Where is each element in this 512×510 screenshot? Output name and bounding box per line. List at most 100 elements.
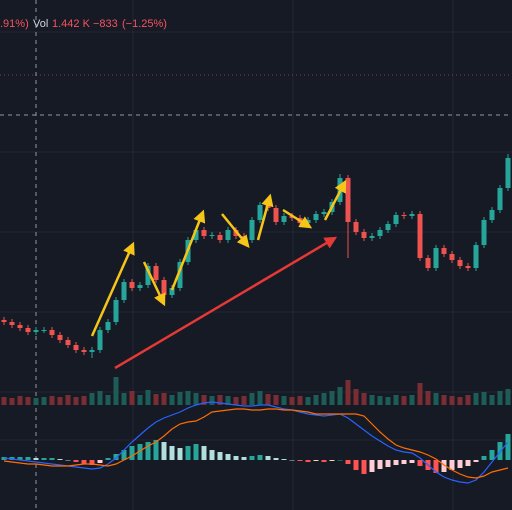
candle-body xyxy=(457,260,463,266)
candle-body xyxy=(121,282,127,300)
volume-bar xyxy=(9,398,15,405)
histogram-bar xyxy=(497,442,503,460)
histogram-bar xyxy=(353,460,359,470)
histogram-bar xyxy=(17,457,23,460)
candle-body xyxy=(369,236,375,238)
arrow xyxy=(170,209,206,291)
candle-body xyxy=(105,322,111,330)
status-text: (−1.25%) xyxy=(122,18,167,30)
histogram-bar xyxy=(369,460,375,472)
volume-bar xyxy=(329,391,335,405)
histogram-bar xyxy=(49,458,55,460)
volume-bar xyxy=(321,393,327,405)
candle-body xyxy=(465,266,471,268)
histogram-bar xyxy=(289,460,295,461)
volume-bar xyxy=(193,393,199,405)
volume-bar xyxy=(273,395,279,405)
candle-body xyxy=(321,212,327,214)
volume-bar xyxy=(441,395,447,405)
histogram-bar xyxy=(137,444,143,460)
histogram-bar xyxy=(209,450,215,460)
candle-body xyxy=(41,330,47,331)
histogram-bar xyxy=(145,442,151,460)
volume-bar xyxy=(449,396,455,405)
volume-bar xyxy=(497,391,503,405)
arrow xyxy=(221,213,250,248)
candle-body xyxy=(169,288,175,295)
candle-body xyxy=(489,210,495,220)
histogram-bar xyxy=(393,460,399,465)
status-line: .91%) Vol 1.442 K −833 (−1.25%) xyxy=(0,18,167,30)
volume-bar xyxy=(129,391,135,405)
candle-body xyxy=(81,350,87,352)
macd-line xyxy=(3,401,509,484)
histogram-bar xyxy=(441,460,447,472)
plot xyxy=(1,154,511,484)
candle-body xyxy=(409,214,415,216)
histogram-bar xyxy=(153,440,159,460)
candle-body xyxy=(1,320,7,322)
volume-bar xyxy=(369,395,375,405)
candle-body xyxy=(217,235,223,240)
volume-bar xyxy=(465,395,471,405)
candle-body xyxy=(257,205,263,220)
candle-body xyxy=(449,254,455,260)
histogram-bar xyxy=(305,460,311,462)
candle-body xyxy=(441,248,447,254)
histogram-bar xyxy=(409,460,415,463)
histogram-bar xyxy=(273,458,279,460)
volume-bar xyxy=(225,396,231,405)
candle-body xyxy=(401,215,407,216)
histogram-bar xyxy=(41,458,47,460)
histogram-bar xyxy=(249,456,255,460)
volume-bar xyxy=(73,397,79,405)
histogram-bar xyxy=(97,460,103,463)
arrow xyxy=(282,208,313,229)
histogram-bar xyxy=(241,457,247,460)
candle-body xyxy=(17,325,23,328)
histogram-bar xyxy=(105,458,111,460)
histogram-bar xyxy=(193,444,199,460)
candle-body xyxy=(89,350,95,352)
volume-bar xyxy=(89,393,95,405)
volume-bar xyxy=(385,397,391,405)
candle-body xyxy=(9,322,15,325)
histogram-bar xyxy=(401,460,407,464)
histogram-bar xyxy=(473,460,479,462)
volume-bar xyxy=(217,395,223,405)
histogram-bar xyxy=(33,458,39,460)
volume-bar xyxy=(337,387,343,405)
volume-bar xyxy=(401,396,407,405)
candle-body xyxy=(473,245,479,268)
histogram-bar xyxy=(177,448,183,460)
candle-body xyxy=(225,230,231,240)
volume-bar xyxy=(17,396,23,405)
volume-bar xyxy=(161,393,167,405)
volume-bar xyxy=(177,392,183,405)
histogram-bar xyxy=(217,452,223,460)
volume-bar xyxy=(457,397,463,405)
volume-bar xyxy=(257,391,263,405)
volume-bar xyxy=(361,393,367,405)
volume-bar xyxy=(233,397,239,405)
candle-body xyxy=(201,230,207,236)
histogram-bar xyxy=(201,446,207,460)
arrow xyxy=(114,236,338,370)
histogram-bar xyxy=(81,460,87,464)
volume-bar xyxy=(185,391,191,405)
candle-body xyxy=(393,215,399,224)
candle-body xyxy=(161,280,167,295)
volume-bar xyxy=(153,394,159,405)
volume-bar xyxy=(409,395,415,405)
candle-body xyxy=(193,230,199,240)
candle-body xyxy=(481,220,487,245)
arrow xyxy=(323,179,347,221)
histogram-bar xyxy=(417,460,423,466)
volume-bar xyxy=(417,383,423,405)
volume-bar xyxy=(481,392,487,405)
volume-bar xyxy=(281,396,287,405)
histogram-bar xyxy=(481,456,487,460)
